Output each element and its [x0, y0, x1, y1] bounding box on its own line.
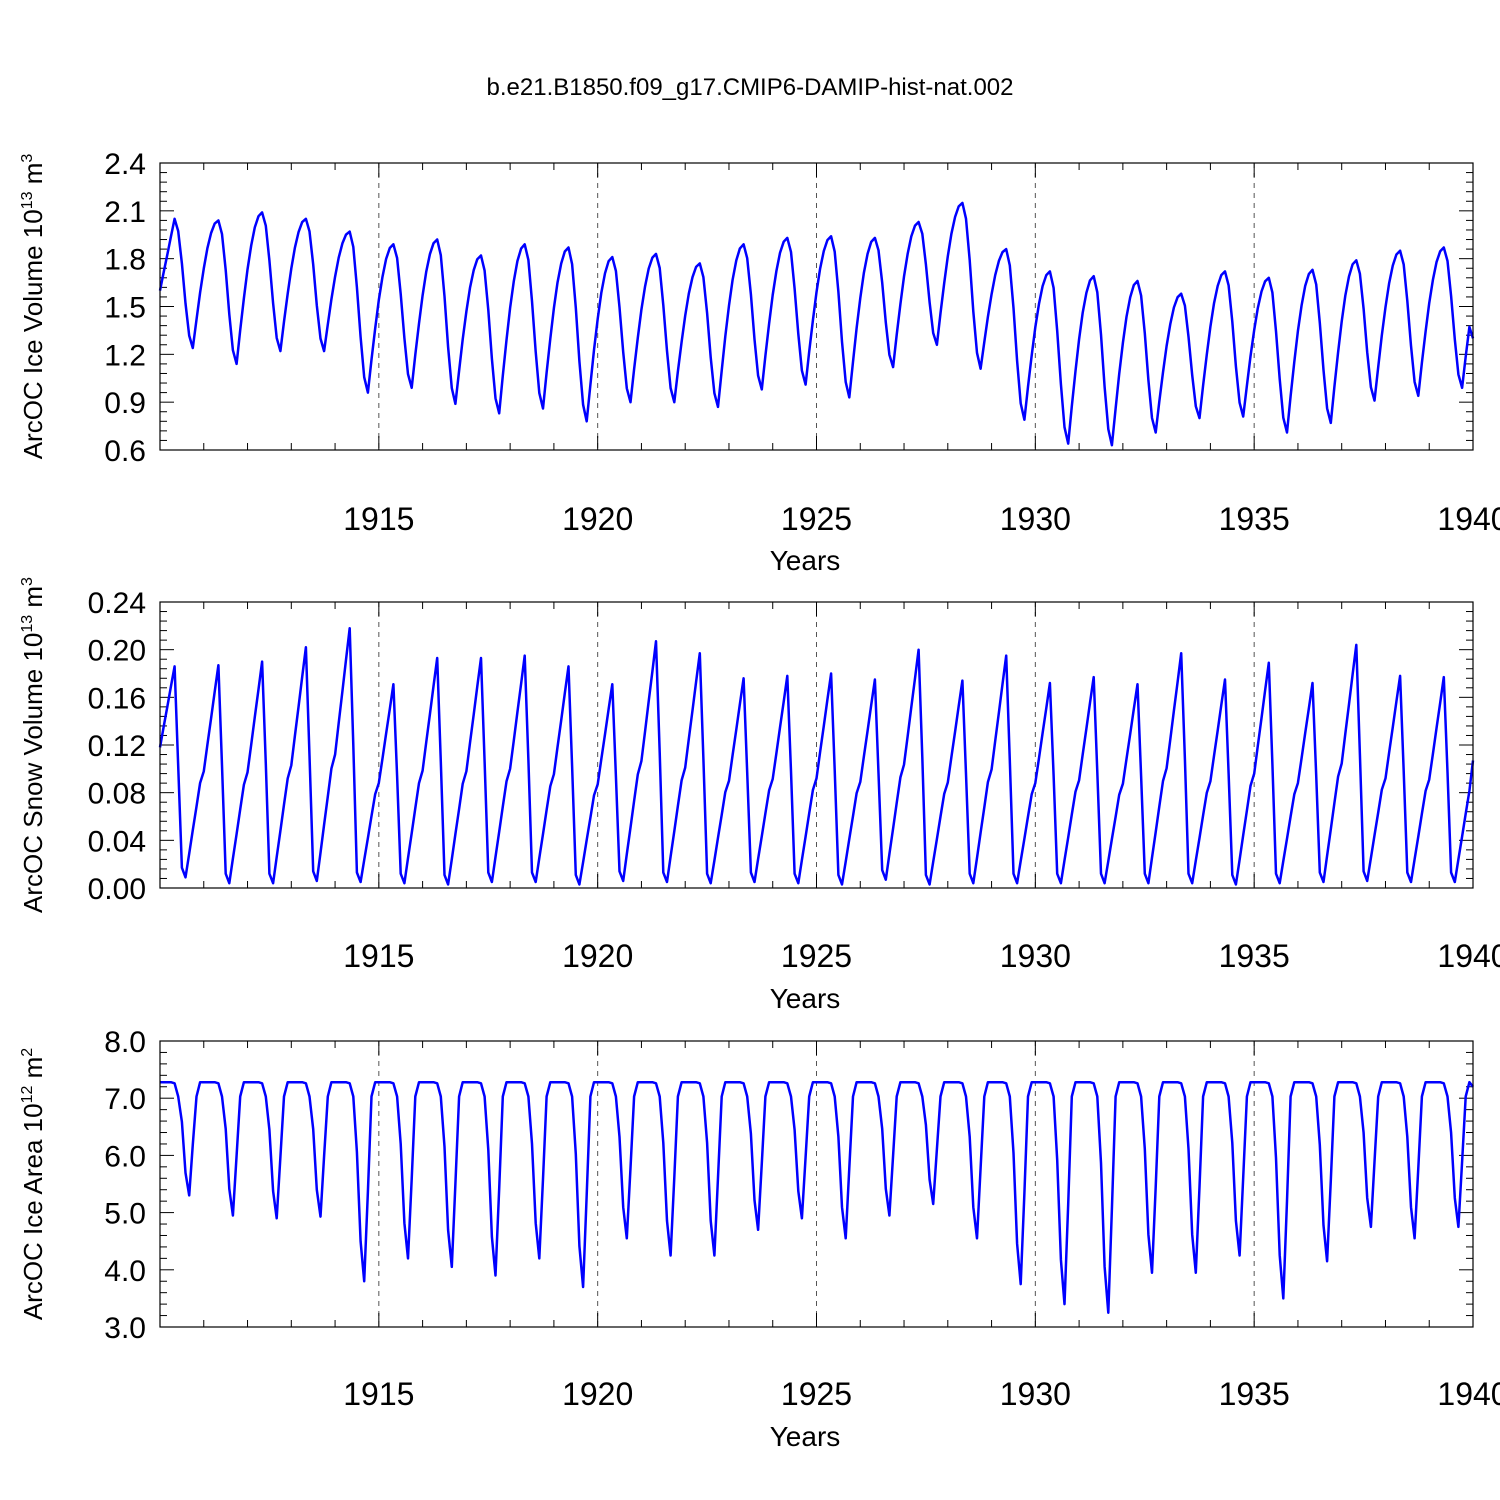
- series-line: [160, 1080, 1474, 1314]
- series-line: [158, 626, 1475, 886]
- x-tick-label: 1915: [343, 501, 414, 537]
- y-tick-label: 0.12: [88, 730, 146, 763]
- x-tick-label: 1930: [1000, 938, 1071, 974]
- x-tick-label: 1930: [1000, 501, 1071, 537]
- y-tick-label: 2.4: [104, 148, 146, 181]
- plot-frame: [159, 601, 1474, 889]
- y-tick-label: 0.20: [88, 635, 146, 668]
- y-tick-label: 1.5: [104, 292, 146, 325]
- x-tick-label: 1935: [1219, 938, 1290, 974]
- y-tick-label: 0.6: [104, 435, 146, 468]
- snow-volume-panel: 0.00 0.04 0.08 0.12 0.16 0.20 0.24 1915 1920 1925…: [18, 577, 1500, 1014]
- x-tick-label: 1925: [781, 501, 852, 537]
- x-tick-label: 1915: [343, 938, 414, 974]
- x-tick-label: 1925: [781, 1376, 852, 1412]
- plot-frame: [159, 162, 1474, 451]
- plot-frame: [159, 1040, 1474, 1328]
- y-tick-label: 5.0: [104, 1198, 146, 1231]
- x-axis-label: Years: [770, 983, 841, 1014]
- series-line: [158, 201, 1475, 447]
- y-tick-label: 7.0: [104, 1083, 146, 1116]
- x-tick-label: 1920: [562, 1376, 633, 1412]
- x-tick-label: 1940: [1437, 501, 1500, 537]
- y-axis-label: ArcOC Snow Volume 1013 m3: [18, 577, 48, 913]
- y-tick-label: 8.0: [104, 1026, 146, 1059]
- x-tick-label: 1915: [343, 1376, 414, 1412]
- y-tick-label: 0.24: [88, 587, 146, 620]
- y-tick-label: 0.9: [104, 387, 146, 420]
- y-tick-label: 6.0: [104, 1140, 146, 1173]
- x-tick-label: 1920: [562, 938, 633, 974]
- y-axis-label: ArcOC Ice Volume 1013 m3: [18, 154, 48, 460]
- figure-title: b.e21.B1850.f09_g17.CMIP6-DAMIP-hist-nat…: [487, 74, 1014, 101]
- y-tick-label: 0.04: [88, 825, 146, 858]
- ice-area-panel: 3.0 4.0 5.0 6.0 7.0 8.0 1915 1920 1925 1930 1935 19…: [18, 1026, 1500, 1452]
- y-tick-label: 1.2: [104, 339, 146, 372]
- x-tick-label: 1940: [1437, 938, 1500, 974]
- x-tick-label: 1940: [1437, 1376, 1500, 1412]
- y-tick-label: 1.8: [104, 244, 146, 277]
- y-tick-label: 4.0: [104, 1255, 146, 1288]
- y-tick-label: 2.1: [104, 196, 146, 229]
- x-tick-label: 1925: [781, 938, 852, 974]
- y-tick-label: 0.16: [88, 682, 146, 715]
- y-tick-label: 0.00: [88, 873, 146, 906]
- y-axis-label: ArcOC Ice Area 1012 m2: [18, 1048, 48, 1320]
- x-tick-label: 1930: [1000, 1376, 1071, 1412]
- x-tick-label: 1920: [562, 501, 633, 537]
- x-tick-label: 1935: [1219, 1376, 1290, 1412]
- x-tick-label: 1935: [1219, 501, 1290, 537]
- x-axis-label: Years: [770, 545, 841, 576]
- x-axis-label: Years: [770, 1421, 841, 1452]
- ice-volume-panel: 0.6 0.9 1.2 1.5 1.8 2.1 2.4 1915 1920 1925 1930 193…: [18, 148, 1500, 576]
- y-tick-label: 3.0: [104, 1312, 146, 1345]
- y-tick-label: 0.08: [88, 778, 146, 811]
